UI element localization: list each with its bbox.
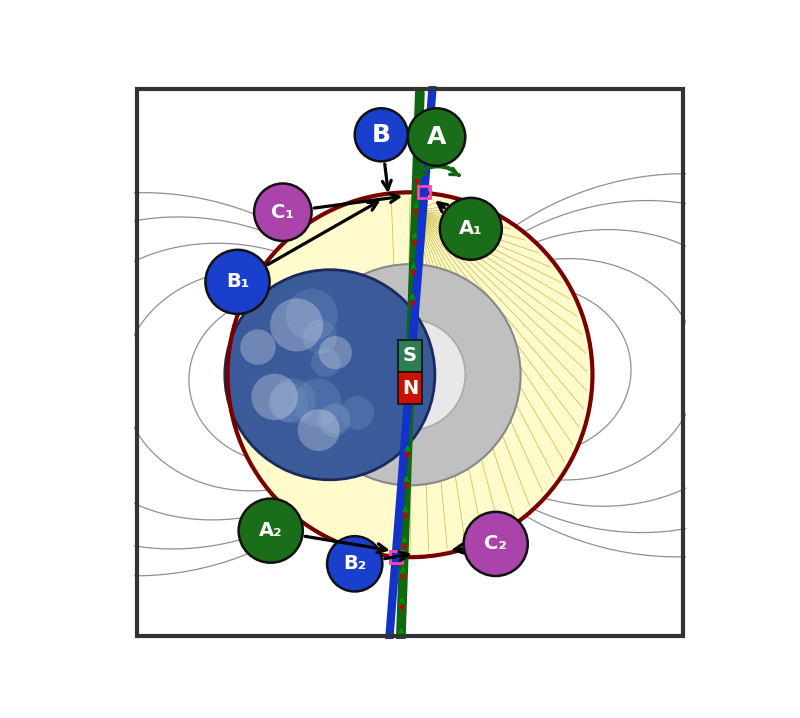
Circle shape — [298, 409, 340, 451]
Circle shape — [341, 396, 374, 430]
Circle shape — [254, 184, 311, 241]
Bar — [390, 551, 402, 564]
Circle shape — [318, 336, 352, 369]
Text: C₁: C₁ — [271, 202, 294, 222]
Bar — [398, 340, 422, 372]
Circle shape — [318, 404, 350, 437]
Circle shape — [299, 264, 521, 485]
Text: B₁: B₁ — [226, 272, 249, 292]
Circle shape — [464, 512, 528, 576]
Text: A₁: A₁ — [459, 219, 482, 238]
Circle shape — [311, 348, 340, 377]
Circle shape — [408, 108, 466, 166]
Circle shape — [286, 289, 338, 341]
Circle shape — [270, 378, 315, 423]
Text: A₂: A₂ — [259, 521, 282, 540]
Circle shape — [225, 270, 435, 480]
Circle shape — [294, 378, 342, 426]
Circle shape — [270, 299, 323, 352]
Bar — [418, 186, 430, 198]
Circle shape — [354, 320, 466, 430]
Text: B: B — [372, 123, 390, 146]
Text: A: A — [427, 125, 446, 149]
Bar — [398, 372, 422, 404]
Text: S: S — [403, 347, 417, 365]
Circle shape — [240, 330, 276, 365]
Circle shape — [440, 198, 502, 260]
Circle shape — [251, 373, 298, 420]
Circle shape — [327, 536, 382, 592]
Circle shape — [238, 498, 302, 563]
Text: B₂: B₂ — [343, 554, 366, 574]
Circle shape — [269, 383, 308, 422]
Text: N: N — [402, 378, 418, 398]
Circle shape — [320, 404, 350, 434]
Circle shape — [227, 192, 593, 557]
Circle shape — [354, 108, 408, 162]
Circle shape — [303, 320, 337, 354]
Text: C₂: C₂ — [484, 534, 507, 554]
Circle shape — [206, 250, 270, 314]
